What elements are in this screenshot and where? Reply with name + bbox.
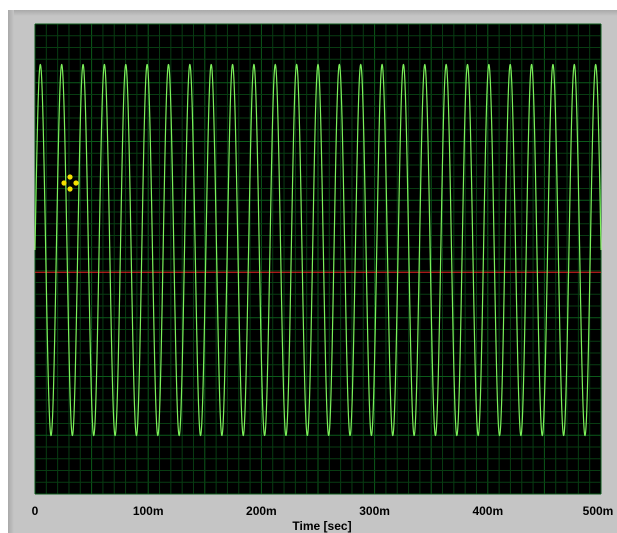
series-line-signal — [34, 63, 602, 437]
cursor-marker-dot — [73, 180, 79, 186]
cursor-marker-dot — [61, 180, 67, 186]
cursor-marker-dot — [67, 186, 73, 192]
x-tick-label: 300m — [359, 504, 390, 518]
cursor-marker-dot — [67, 174, 73, 180]
x-tick-label: 100m — [132, 504, 164, 518]
crosshair-cursor-icon[interactable] — [60, 173, 80, 193]
x-tick-label: 500m — [582, 504, 614, 518]
x-tick-label: 200m — [246, 504, 277, 518]
x-tick-label: 0 — [31, 504, 39, 518]
panel-frame-top — [8, 10, 617, 16]
panel-frame-left — [8, 10, 14, 533]
x-axis-title: Time [sec] — [292, 519, 352, 533]
x-tick-label: 400m — [472, 504, 504, 518]
